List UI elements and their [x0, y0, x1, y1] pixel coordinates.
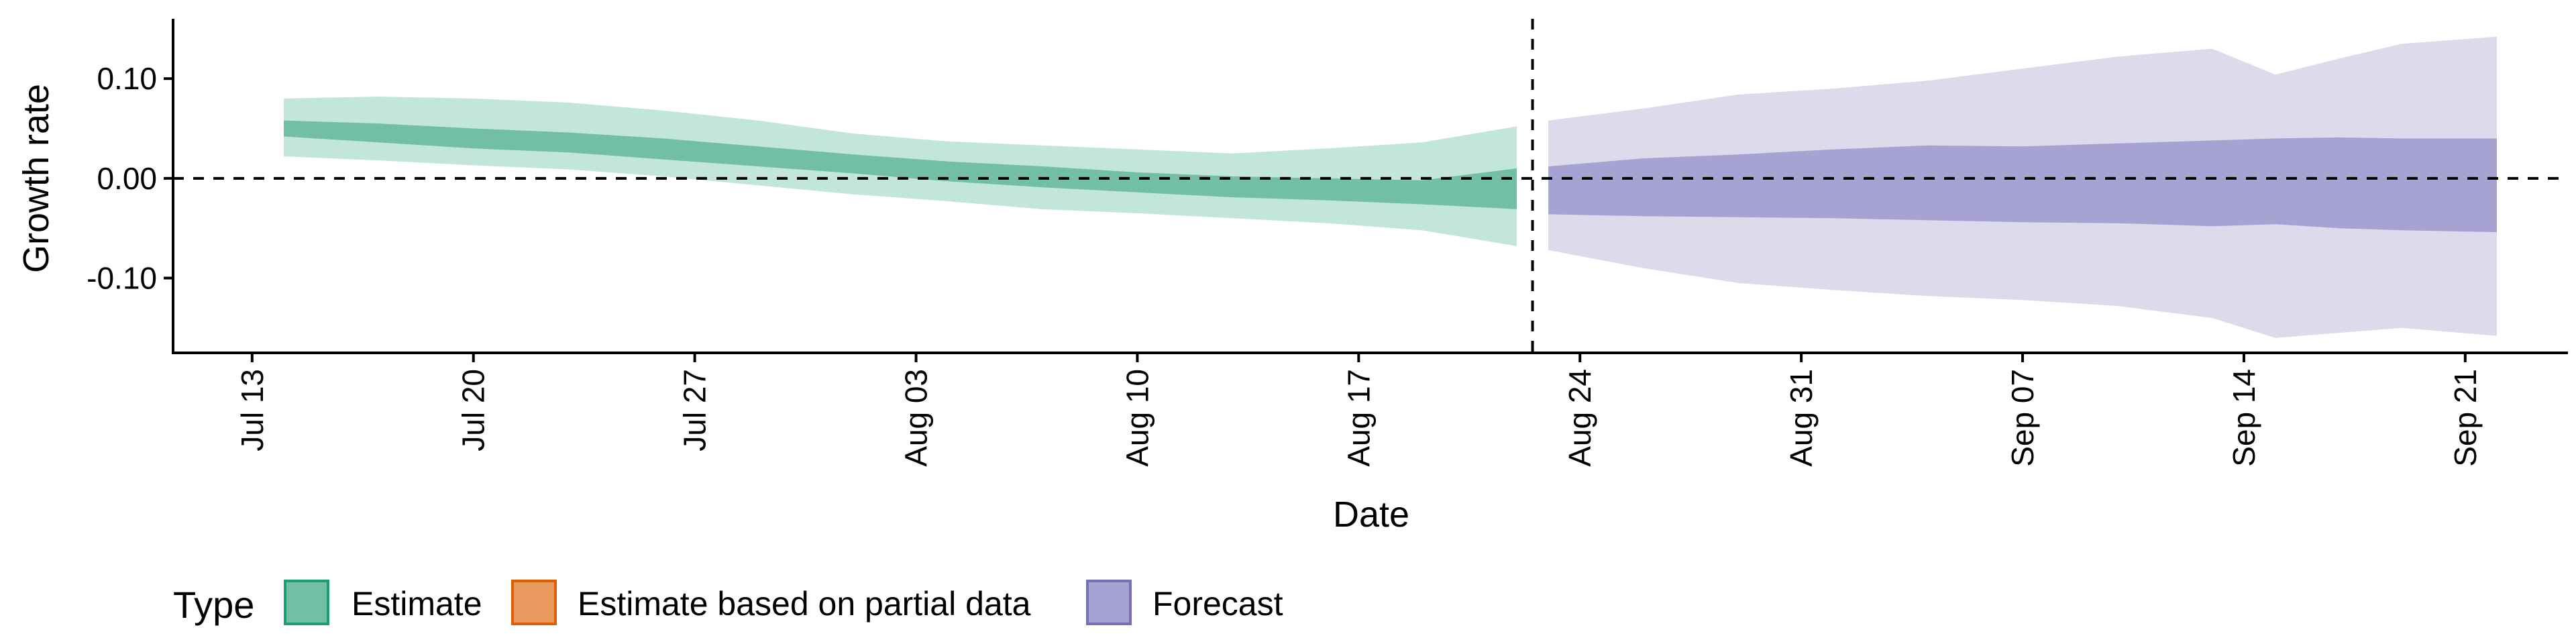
y-axis-ticks: 0.10 0.00 -0.10 — [87, 61, 173, 296]
legend-swatch-partial — [511, 580, 557, 625]
axes: 0.10 0.00 -0.10 Jul 13 Jul 20 Jul 27 Aug 03 Au… — [16, 19, 2568, 535]
legend: Type Estimate Estimate based on partial … — [173, 580, 1283, 626]
x-tick-label: Aug 24 — [1562, 369, 1597, 467]
legend-label-estimate: Estimate — [352, 585, 482, 623]
y-tick-label: 0.00 — [97, 161, 157, 196]
x-tick-label: Jul 20 — [456, 369, 491, 451]
x-tick-label: Sep 21 — [2448, 369, 2483, 467]
y-axis-title: Growth rate — [16, 84, 56, 273]
legend-swatch-estimate — [284, 580, 329, 625]
legend-title: Type — [173, 584, 254, 626]
x-tick-label: Aug 10 — [1120, 369, 1155, 467]
x-axis-title: Date — [1333, 494, 1409, 535]
x-tick-label: Sep 07 — [2005, 369, 2040, 467]
y-tick-label: -0.10 — [87, 261, 157, 296]
y-tick-label: 0.10 — [97, 61, 157, 96]
forecast-50-interval-band — [1548, 137, 2497, 233]
x-tick-label: Sep 14 — [2226, 369, 2261, 467]
plot-area — [173, 19, 2568, 353]
x-tick-label: Jul 27 — [678, 369, 712, 451]
legend-label-forecast: Forecast — [1152, 585, 1283, 623]
legend-label-partial: Estimate based on partial data — [578, 585, 1031, 623]
x-axis-ticks: Jul 13 Jul 20 Jul 27 Aug 03 Aug 10 Aug 17 Aug … — [235, 353, 2483, 467]
x-tick-label: Aug 03 — [899, 369, 934, 467]
x-tick-label: Aug 31 — [1784, 369, 1819, 467]
bands-layer — [284, 36, 2497, 338]
legend-swatch-forecast — [1086, 580, 1132, 625]
x-tick-label: Aug 17 — [1341, 369, 1376, 467]
estimate-50-interval-band — [284, 120, 1517, 209]
x-tick-label: Jul 13 — [235, 369, 270, 451]
